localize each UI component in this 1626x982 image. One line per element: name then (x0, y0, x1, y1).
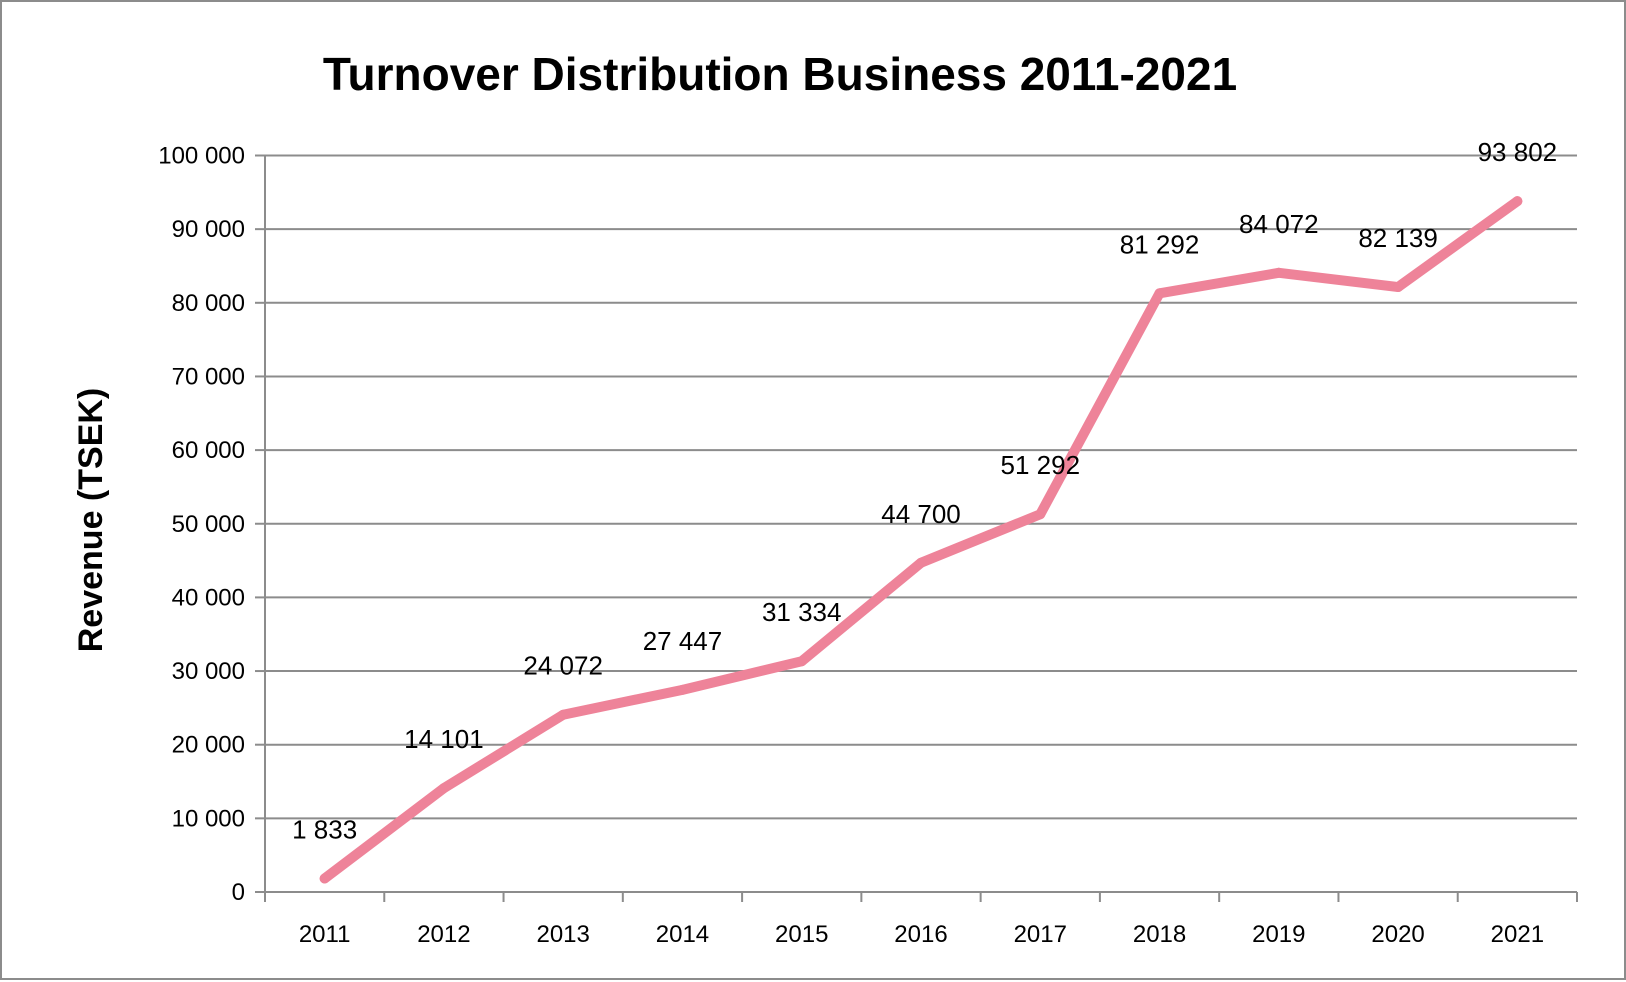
data-point (796, 656, 807, 667)
y-tick-label: 20 000 (172, 732, 245, 759)
data-label: 24 072 (523, 651, 603, 681)
data-label: 81 292 (1120, 229, 1200, 259)
data-labels: 1 833 14 101 24 072 27 447 31 334 44 700 51 29… (292, 137, 1557, 844)
data-point (677, 684, 688, 695)
data-point (916, 557, 926, 568)
data-point (1273, 267, 1284, 278)
data-label: 93 802 (1478, 137, 1558, 167)
x-tick-label: 2015 (775, 921, 828, 948)
x-tick-label: 2019 (1252, 921, 1305, 948)
y-tick-label: 30 000 (172, 658, 245, 685)
data-point (1154, 288, 1165, 299)
x-tick-label: 2011 (299, 921, 351, 948)
y-tick-label: 60 000 (172, 437, 245, 464)
data-point (319, 873, 330, 884)
data-label: 82 139 (1358, 223, 1438, 253)
chart-title: Turnover Distribution Business 2011-2021 (323, 48, 1237, 100)
data-point (438, 783, 449, 794)
x-tick-label: 2014 (656, 921, 709, 948)
y-tick-label: 40 000 (172, 584, 245, 611)
x-tick-label: 2020 (1371, 921, 1424, 948)
data-label: 51 292 (1001, 450, 1081, 480)
data-label: 14 101 (404, 724, 484, 754)
data-label: 1 833 (292, 814, 357, 844)
y-tick-label: 90 000 (172, 216, 245, 243)
data-point (1035, 509, 1046, 520)
y-axis-label: Revenue (TSEK) (72, 388, 110, 653)
x-tick-label: 2013 (536, 921, 589, 948)
y-tick-label: 100 000 (158, 143, 245, 170)
data-point (1393, 282, 1404, 293)
data-label: 44 700 (881, 499, 961, 529)
y-tick-label: 0 (232, 879, 245, 906)
x-tick-label: 2012 (417, 921, 470, 948)
x-tick-label: 2017 (1014, 921, 1067, 948)
y-tick-label: 10 000 (172, 805, 245, 832)
data-label: 84 072 (1239, 209, 1319, 239)
x-tick-label: 2016 (894, 921, 947, 948)
x-tick-label: 2018 (1133, 921, 1186, 948)
x-tick-label: 2021 (1491, 921, 1544, 948)
gridlines (265, 154, 1577, 820)
axes: 0 10 000 20 000 30 000 40 000 50 000 60 000 70 … (158, 143, 1578, 948)
y-tick-label: 70 000 (172, 363, 245, 390)
data-label: 27 447 (643, 626, 723, 656)
data-point (558, 709, 569, 720)
data-label: 31 334 (762, 597, 842, 627)
y-tick-label: 80 000 (172, 290, 245, 317)
y-tick-label: 50 000 (172, 511, 245, 538)
data-point (1512, 196, 1523, 207)
series (319, 196, 1523, 884)
